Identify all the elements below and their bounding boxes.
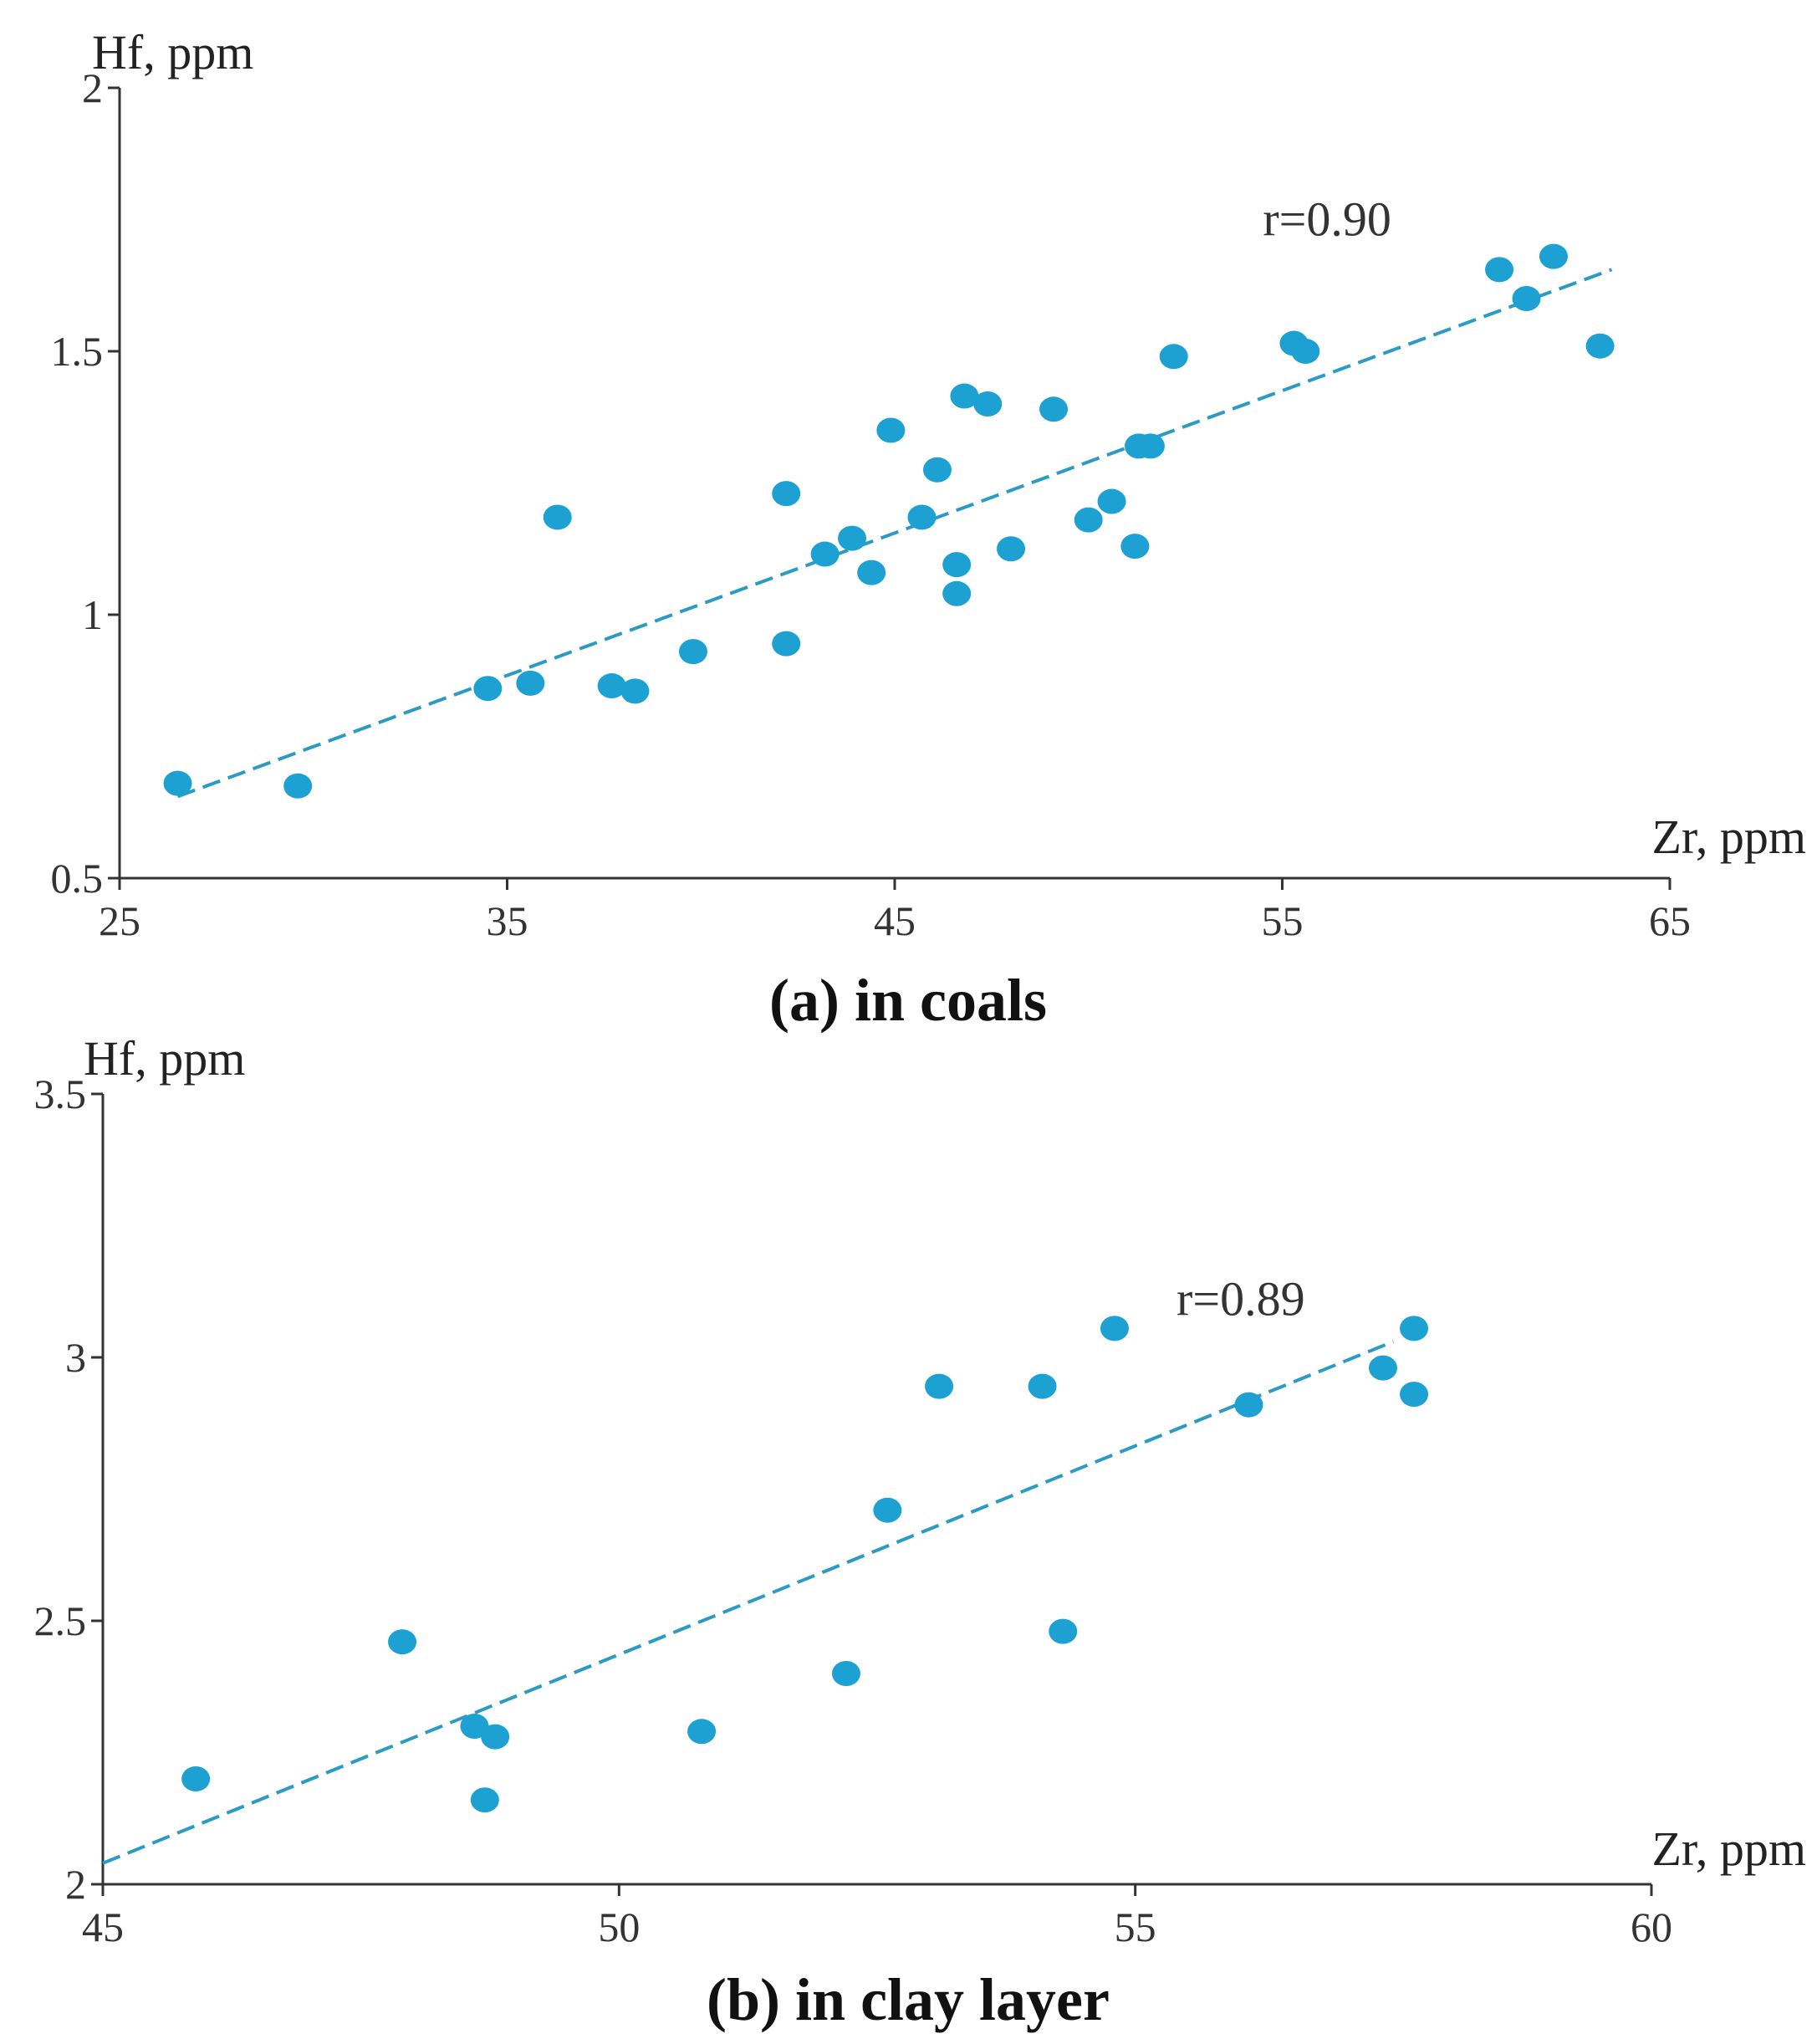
data-point (1234, 1392, 1263, 1418)
data-point (1512, 286, 1541, 311)
data-point (1039, 396, 1069, 422)
x-tick-label: 65 (1649, 897, 1691, 944)
y-tick-label: 3 (65, 1334, 86, 1381)
data-point (873, 1497, 902, 1523)
data-point (283, 773, 313, 799)
data-point (678, 639, 707, 665)
data-point (163, 770, 192, 796)
data-point (1049, 1618, 1078, 1644)
y-tick-label: 2.5 (34, 1597, 87, 1644)
correlation-annotation: r=0.89 (1176, 1272, 1305, 1326)
data-point (1028, 1373, 1057, 1399)
data-point (876, 417, 906, 443)
x-tick-label: 55 (1115, 1903, 1156, 1950)
chart-coals: Hf, ppm Zr, ppm r=0.90 (a) in coals 25 35… (51, 25, 1807, 1034)
data-point (1159, 344, 1188, 370)
x-tick-label: 45 (82, 1903, 124, 1950)
data-point (1120, 534, 1150, 560)
y-tick-label: 3.5 (34, 1071, 87, 1117)
trend-line (176, 268, 1613, 799)
data-point (460, 1714, 489, 1739)
chart-clay: Hf, ppm Zr, ppm r=0.89 (b) in clay layer… (34, 1031, 1807, 2033)
y-axis-title: Hf, ppm (92, 25, 253, 79)
y-tick-label: 2 (82, 64, 103, 111)
correlation-annotation: r=0.90 (1263, 192, 1391, 246)
data-point (470, 1787, 499, 1813)
data-point (481, 1724, 510, 1750)
x-tick-label: 25 (99, 897, 140, 944)
data-point (950, 383, 979, 409)
data-point (922, 457, 952, 483)
data-point (942, 580, 972, 606)
data-point (388, 1629, 417, 1655)
data-point (942, 552, 972, 578)
x-axis-title: Zr, ppm (1651, 1822, 1806, 1876)
data-point (1400, 1382, 1429, 1408)
x-tick-label: 55 (1262, 897, 1304, 944)
data-point (181, 1766, 211, 1791)
data-point (516, 670, 545, 696)
y-tick-label: 0.5 (51, 855, 104, 902)
data-point (473, 676, 503, 702)
data-point (1100, 1316, 1129, 1341)
chart-caption: (b) in clay layer (707, 1966, 1110, 2033)
y-tick-label: 1.5 (51, 328, 104, 375)
data-point (1585, 333, 1615, 359)
data-point (1400, 1316, 1429, 1341)
data-point (838, 525, 867, 551)
data-point (925, 1373, 954, 1399)
chart-caption: (a) in coals (769, 967, 1047, 1034)
data-point (1136, 433, 1165, 459)
data-point (543, 504, 572, 530)
data-point (857, 560, 886, 585)
trend-line (102, 1340, 1395, 1865)
x-tick-label: 60 (1631, 1903, 1672, 1950)
data-point (772, 481, 801, 507)
data-point (1539, 243, 1568, 269)
data-point (1485, 257, 1514, 283)
data-point (907, 504, 937, 530)
data-point (973, 391, 1003, 416)
data-point (597, 673, 626, 699)
data-point (1291, 339, 1320, 364)
data-point (620, 678, 650, 704)
y-tick-label: 1 (82, 591, 103, 638)
data-point (810, 541, 840, 567)
x-tick-label: 50 (598, 1903, 640, 1950)
data-point (1074, 507, 1103, 533)
data-point (772, 631, 801, 657)
data-point (831, 1661, 860, 1686)
data-point (687, 1719, 717, 1745)
data-point (1368, 1355, 1397, 1381)
y-tick-label: 2 (65, 1861, 86, 1908)
x-tick-label: 35 (487, 897, 528, 944)
y-axis-title: Hf, ppm (84, 1031, 245, 1086)
data-point (1097, 488, 1126, 514)
x-axis-title: Zr, ppm (1651, 810, 1806, 864)
data-point (997, 536, 1026, 562)
x-tick-label: 45 (874, 897, 916, 944)
